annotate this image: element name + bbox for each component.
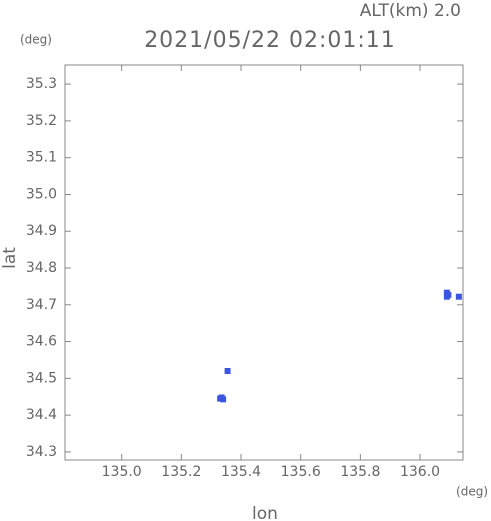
y-tick-label: 34.8 xyxy=(26,260,57,276)
y-tick-label: 34.9 xyxy=(26,223,57,239)
chart-title: 2021/05/22 02:01:11 xyxy=(144,28,396,53)
y-tick-label: 35.3 xyxy=(26,76,57,92)
x-tick-label: 136.0 xyxy=(400,464,440,480)
y-tick-label: 34.6 xyxy=(26,334,57,350)
x-tick-label: 135.4 xyxy=(221,464,261,480)
plot-frame xyxy=(64,64,464,461)
y-tick-label: 34.3 xyxy=(26,444,57,460)
annotation: ALT(km) 2.0 xyxy=(360,1,461,21)
y-tick-label: 34.5 xyxy=(26,370,57,386)
point xyxy=(224,367,231,374)
x-tick-label: 135.6 xyxy=(281,464,321,480)
x-tick-label: 135.2 xyxy=(161,464,201,480)
y-tick-label: 35.0 xyxy=(26,186,57,202)
y-tick-label: 35.1 xyxy=(26,150,57,166)
y-axis-label: lat xyxy=(0,247,20,269)
point xyxy=(218,394,225,401)
x-tick-label: 135.0 xyxy=(102,464,142,480)
x-axis-label: lon xyxy=(252,504,278,521)
x-tick-label: 135.8 xyxy=(340,464,380,480)
y-unit: (deg) xyxy=(20,33,52,47)
y-tick-label: 34.7 xyxy=(26,297,57,313)
y-tick-label: 35.2 xyxy=(26,113,57,129)
y-tick-label: 34.4 xyxy=(26,407,57,423)
point xyxy=(455,293,462,300)
point xyxy=(443,293,450,300)
x-unit: (deg) xyxy=(456,485,488,499)
